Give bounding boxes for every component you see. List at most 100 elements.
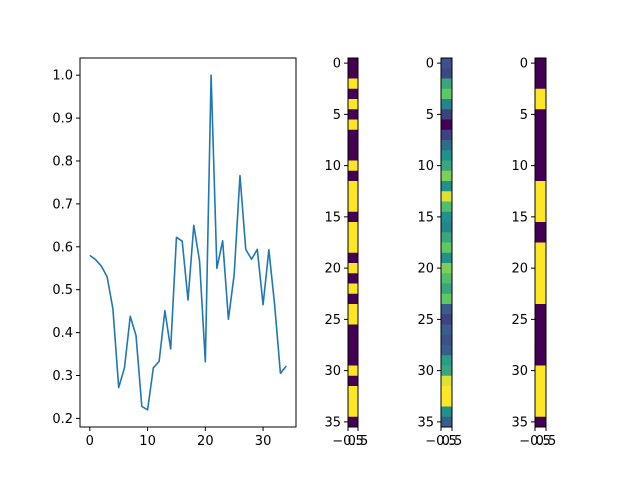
heatmap-cell <box>348 314 358 325</box>
heatmap-cell <box>535 365 546 377</box>
heatmap-cell <box>535 68 546 79</box>
heatmap-cell <box>441 222 452 233</box>
y-tick-label: 15 <box>417 210 434 225</box>
y-tick-label: 20 <box>511 262 528 277</box>
heatmap-cell <box>535 263 546 274</box>
heatmap-cell <box>535 273 546 284</box>
y-tick-label: 0.8 <box>52 154 73 169</box>
heatmap-cell <box>348 386 358 397</box>
line-series <box>89 74 287 411</box>
heatmap-cell <box>441 232 452 243</box>
heatmap-cell <box>535 99 546 110</box>
heatmap-cell <box>535 386 546 397</box>
heatmap-cell <box>348 201 358 213</box>
x-tick-label: 0.5 <box>348 434 369 449</box>
heatmap-cell <box>441 334 452 346</box>
heatmap-cell <box>535 181 546 192</box>
x-tick-label: −0.5 <box>519 434 551 449</box>
heatmap-cell <box>348 150 358 161</box>
heatmap-cell <box>348 283 358 295</box>
x-tick-label: 0 <box>86 434 94 449</box>
heatmap-cell <box>348 324 358 336</box>
heatmap-cell <box>441 140 452 151</box>
y-tick-label: 10 <box>511 159 528 174</box>
heatmap-cell <box>535 293 546 305</box>
heatmap-cell <box>441 293 452 305</box>
heatmap-axes-frame <box>534 57 547 428</box>
y-tick-label: 1.0 <box>52 69 73 84</box>
heatmap-cell <box>348 232 358 243</box>
x-tick-label: −0.5 <box>425 434 457 449</box>
y-tick-label: 0.5 <box>52 283 73 298</box>
heatmap-cell <box>441 263 452 274</box>
heatmap-cell <box>535 58 546 69</box>
heatmap-cell <box>535 109 546 120</box>
heatmap-cell <box>348 365 358 377</box>
heatmap-cell <box>441 211 452 223</box>
x-tick-label: 0.5 <box>536 434 557 449</box>
line-axes-frame <box>79 57 297 428</box>
heatmap-cell <box>348 78 358 90</box>
y-tick-label: 5 <box>333 108 341 123</box>
heatmap-panel-continuous: 0 5 10 15 20 25 30 35 −0.50.5 <box>417 57 462 449</box>
y-tick-label: 0.4 <box>52 326 73 341</box>
heatmap-cell <box>441 252 452 264</box>
heatmap-cell <box>348 406 358 418</box>
heatmap-cell <box>441 109 452 120</box>
heatmap-cell <box>348 304 358 315</box>
heatmap-cell <box>441 242 452 254</box>
heatmap-cell <box>348 345 358 356</box>
heatmap-cell <box>441 99 452 110</box>
heatmap-cell <box>535 119 546 131</box>
y-tick-label: 30 <box>324 364 341 379</box>
x-tick-label: 0.5 <box>442 434 463 449</box>
heatmap-cell <box>348 252 358 264</box>
heatmap-panel-binary-1: 0 5 10 15 20 25 30 35 −0.50.5 <box>324 57 368 449</box>
heatmap-cell <box>535 375 546 387</box>
heatmap-cell <box>535 160 546 172</box>
heatmap-panel-binary-2: 0 5 10 15 20 25 30 35 −0.50.5 <box>511 57 556 449</box>
y-tick-label: 35 <box>417 415 434 430</box>
y-tick-label: 0 <box>333 57 341 72</box>
heatmap-cell <box>348 109 358 120</box>
y-tick-label: 30 <box>511 364 528 379</box>
heatmap-cell <box>535 211 546 223</box>
heatmap-cell <box>441 314 452 325</box>
heatmap-cell <box>348 181 358 192</box>
y-tick-label: 0.9 <box>52 112 73 127</box>
heatmap-cell <box>535 242 546 254</box>
y-tick-label: 35 <box>324 415 341 430</box>
heatmap-cell <box>348 191 358 202</box>
x-tick-label: 10 <box>139 434 156 449</box>
heatmap-cell <box>441 273 452 284</box>
heatmap-cell <box>348 88 358 100</box>
heatmap-cell <box>441 68 452 79</box>
heatmap-cell <box>441 375 452 387</box>
heatmap-cell <box>348 222 358 233</box>
heatmap-cell <box>441 58 452 69</box>
x-tick-label: 20 <box>197 434 214 449</box>
heatmap-cell <box>348 58 358 69</box>
heatmap-cell <box>348 375 358 387</box>
heatmap-cell <box>348 170 358 182</box>
heatmap-cell <box>535 78 546 90</box>
heatmap-cell <box>535 283 546 295</box>
y-tick-label: 0.3 <box>52 369 73 384</box>
heatmap-cell <box>441 324 452 336</box>
heatmap-cell <box>535 150 546 161</box>
y-tick-label: 35 <box>511 415 528 430</box>
heatmap-cell <box>535 88 546 100</box>
heatmap-cell <box>441 160 452 172</box>
heatmap-cell <box>535 345 546 356</box>
heatmap-cell <box>535 334 546 346</box>
heatmap-cell <box>535 191 546 202</box>
heatmap-cell <box>348 396 358 407</box>
heatmap-cell <box>535 355 546 366</box>
heatmap-cell <box>441 191 452 202</box>
heatmap-cell <box>441 386 452 397</box>
heatmap-cell <box>348 140 358 151</box>
heatmap-cell <box>535 201 546 213</box>
y-tick-label: 0 <box>520 57 528 72</box>
y-tick-label: 20 <box>324 262 341 277</box>
